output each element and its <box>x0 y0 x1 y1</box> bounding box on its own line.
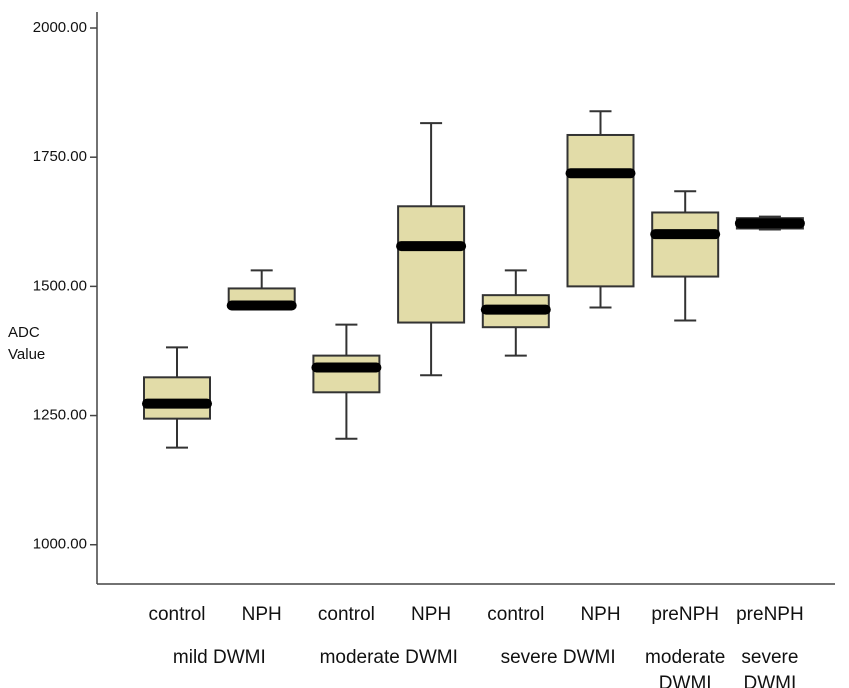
x-tick-label: control <box>487 604 544 625</box>
group-label: severe DWMI <box>500 647 616 668</box>
x-tick-label: control <box>318 604 375 625</box>
x-tick-label: NPH <box>580 604 620 625</box>
box <box>143 376 211 420</box>
box <box>397 205 466 324</box>
y-tick-label: 1000.00 <box>33 536 87 553</box>
x-tick-label: preNPH <box>736 604 804 625</box>
x-tick-label: control <box>148 604 205 625</box>
x-tick-label: NPH <box>242 604 282 625</box>
y-tick-label: 1500.00 <box>33 277 87 294</box>
y-tick-label: 1750.00 <box>33 148 87 165</box>
group-label: mild DWMI <box>172 647 266 668</box>
y-tick-label: 2000.00 <box>33 19 87 36</box>
y-axis-label: ADC Value <box>8 324 46 363</box>
y-tick-label: 1250.00 <box>33 407 87 424</box>
group-label: moderate DWMI <box>645 647 726 688</box>
box <box>312 354 381 394</box>
group-label: moderate DWMI <box>319 647 458 668</box>
x-tick-label: preNPH <box>651 604 719 625</box>
x-tick-label: NPH <box>411 604 451 625</box>
group-label: severe DWMI <box>741 647 799 688</box>
box <box>651 211 720 278</box>
box <box>566 133 635 288</box>
